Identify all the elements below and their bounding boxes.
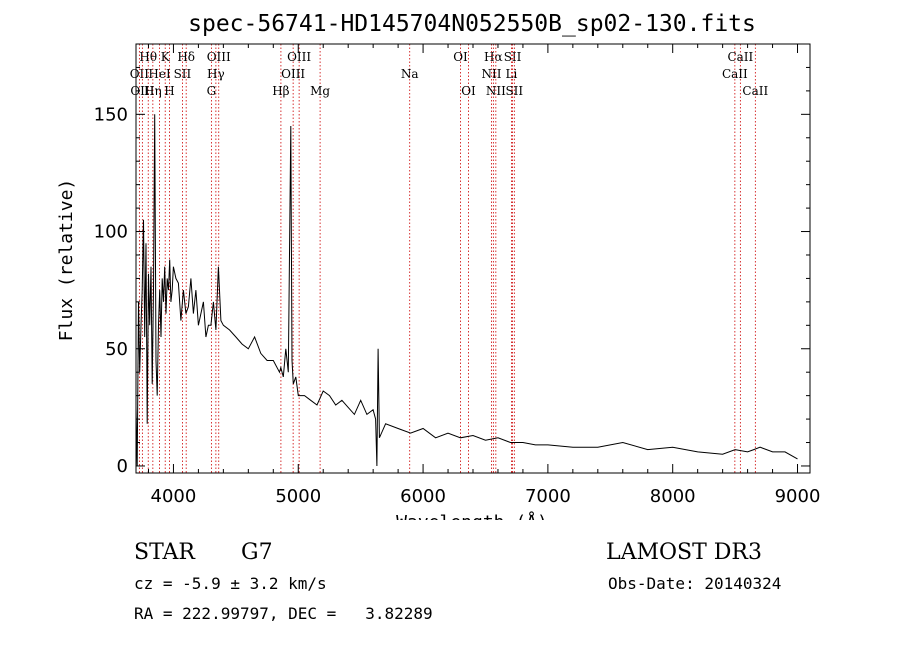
- spectrum-chart: spec-56741-HD145704N052550B_sp02-130.fit…: [56, 11, 821, 520]
- x-tick-label: 6000: [400, 486, 446, 507]
- sky-coordinates: RA = 222.99797, DEC = 3.82289: [134, 604, 433, 623]
- marker-label: Hβ: [272, 84, 289, 98]
- x-tick-label: 5000: [275, 486, 321, 507]
- redshift-cz: cz = -5.9 ± 3.2 km/s: [134, 574, 327, 593]
- observation-date: Obs-Date: 20140324: [608, 574, 782, 593]
- survey-name: LAMOST DR3: [606, 540, 762, 565]
- marker-label: NII: [486, 84, 506, 98]
- marker-label: OIII: [207, 50, 231, 64]
- marker-label: SII: [505, 84, 523, 98]
- marker-label: Hη: [144, 84, 162, 98]
- marker-label: G: [207, 84, 217, 98]
- marker-label: OI: [461, 84, 476, 98]
- marker-label: SII: [504, 50, 522, 64]
- marker-label: K: [161, 50, 171, 64]
- spectrum-series: [135, 114, 798, 467]
- y-tick-label: 50: [105, 339, 128, 360]
- x-tick-label: 7000: [525, 486, 571, 507]
- spectrum-line: [135, 114, 798, 467]
- plot-frame: [135, 43, 811, 474]
- marker-label: H: [164, 84, 174, 98]
- y-tick-label: 0: [117, 456, 128, 477]
- axes: 4000 5000 6000 7000 8000 9000 0 50 100 150: [94, 44, 821, 507]
- marker-label: CaII: [742, 84, 768, 98]
- marker-label: Hδ: [177, 50, 195, 64]
- marker-label: Li: [506, 67, 518, 81]
- object-class: STAR: [134, 540, 195, 565]
- marker-label: Hγ: [207, 67, 225, 81]
- marker-label: NII: [481, 67, 501, 81]
- marker-label: OIII: [287, 50, 311, 64]
- x-tick-label: 8000: [650, 486, 696, 507]
- x-tick-label: 9000: [775, 486, 821, 507]
- marker-label: Hα: [484, 50, 503, 64]
- marker-label: CaII: [722, 67, 748, 81]
- x-axis-label: Wavelength (Å): [396, 511, 548, 520]
- marker-label: OI: [453, 50, 468, 64]
- marker-label: OII: [130, 67, 150, 81]
- marker-label: OIII: [281, 67, 305, 81]
- marker-label: Hθ: [139, 50, 157, 64]
- marker-label: SII: [174, 67, 192, 81]
- marker-label: Mg: [310, 84, 330, 98]
- chart-title: spec-56741-HD145704N052550B_sp02-130.fit…: [188, 11, 756, 37]
- x-tick-label: 4000: [151, 486, 197, 507]
- marker-label: HeI: [148, 67, 171, 81]
- y-axis-label: Flux (relative): [56, 179, 77, 342]
- y-tick-label: 150: [94, 104, 128, 125]
- marker-label: CaII: [727, 50, 753, 64]
- marker-label: Na: [401, 67, 419, 81]
- object-subclass: G7: [241, 540, 273, 565]
- y-tick-label: 100: [94, 222, 128, 243]
